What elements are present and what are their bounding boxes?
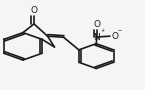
Text: N: N — [94, 32, 100, 41]
Text: $\mathregular{^-}$: $\mathregular{^-}$ — [116, 28, 122, 34]
Text: O: O — [31, 6, 38, 15]
Text: O: O — [112, 32, 119, 41]
Text: $\mathregular{^+}$: $\mathregular{^+}$ — [99, 29, 106, 35]
Text: O: O — [93, 20, 100, 29]
